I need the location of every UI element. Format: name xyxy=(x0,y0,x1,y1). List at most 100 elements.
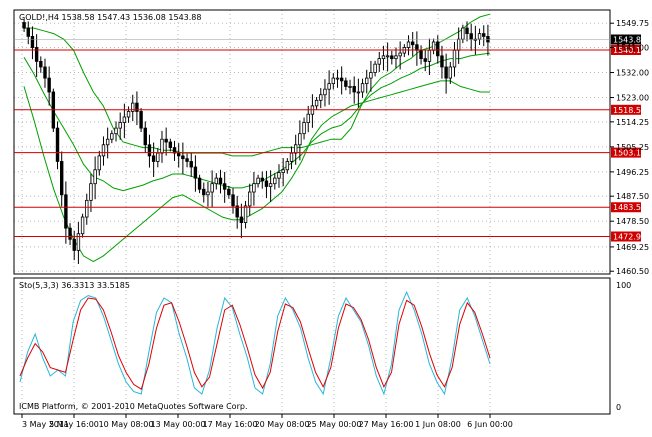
level-label: 1483.52 xyxy=(613,203,646,212)
candle-body xyxy=(339,77,344,82)
bollinger-lower xyxy=(23,80,490,263)
candle-body xyxy=(193,166,198,179)
candle-body xyxy=(105,138,110,146)
level-label-bg xyxy=(611,44,641,55)
candle-body xyxy=(423,58,427,62)
candle-body xyxy=(206,191,210,196)
candle-body xyxy=(436,41,440,57)
candle-body xyxy=(210,183,214,193)
candle-body xyxy=(89,183,93,201)
price-tick-label: 1514.25 xyxy=(616,118,649,127)
candle-body xyxy=(431,41,436,51)
candle-body xyxy=(235,205,239,218)
candle-body xyxy=(440,55,444,68)
price-tick-label: 1478.50 xyxy=(616,217,649,226)
candle-body xyxy=(273,177,277,185)
candles xyxy=(22,19,490,264)
candle-body xyxy=(59,161,64,196)
candle-body xyxy=(156,152,160,162)
candle-body xyxy=(64,194,68,229)
candle-body xyxy=(118,122,122,129)
candle-body xyxy=(482,33,486,37)
time-tick-label: 17 May 16:00 xyxy=(203,420,258,429)
candle-body xyxy=(335,77,340,80)
candle-body xyxy=(352,86,356,93)
candle-body xyxy=(419,49,423,60)
price-tick-label: 1541.00 xyxy=(616,44,649,53)
time-tick-label: 1 Jun 08:00 xyxy=(415,420,461,429)
level-label-bg xyxy=(611,104,641,115)
current-price-label: 1543.88 xyxy=(613,36,646,45)
candle-body xyxy=(143,127,147,146)
candle-body xyxy=(26,27,30,37)
candle-body xyxy=(160,138,164,154)
candle-body xyxy=(369,72,373,79)
candle-body xyxy=(72,238,76,251)
candle-body xyxy=(285,161,290,171)
candle-body xyxy=(214,177,219,185)
time-tick-label: 6 Jun 00:00 xyxy=(467,420,513,429)
candle-body xyxy=(390,55,394,60)
price-tick-label: 1532.00 xyxy=(616,69,649,78)
candle-body xyxy=(348,86,352,88)
candle-body xyxy=(264,180,269,187)
candle-body xyxy=(181,155,185,160)
candle-body xyxy=(227,188,231,196)
candle-body xyxy=(151,155,156,162)
price-tick-label: 1487.50 xyxy=(616,192,649,201)
candle-body xyxy=(189,161,193,168)
level-label-bg xyxy=(611,147,641,158)
candle-body xyxy=(277,172,281,179)
candle-body xyxy=(486,36,490,43)
candle-body xyxy=(168,141,173,148)
candle-body xyxy=(122,116,127,123)
price-tick-label: 1496.25 xyxy=(616,168,649,177)
candle-body xyxy=(248,191,252,207)
level-label: 1503.18 xyxy=(613,149,646,158)
candle-body xyxy=(76,233,81,251)
candle-body xyxy=(97,155,102,171)
stochastic-signal-line xyxy=(19,297,491,390)
oscillator-tick-label: 100 xyxy=(616,281,631,290)
candle-body xyxy=(68,227,72,240)
candle-body xyxy=(314,99,319,107)
candle-body xyxy=(43,66,47,79)
price-tick-label: 1460.50 xyxy=(616,267,649,276)
candle-body xyxy=(415,44,419,51)
current-price-marker: 1543.88 xyxy=(14,34,646,45)
candle-body xyxy=(373,63,377,73)
candle-body xyxy=(172,147,177,154)
candle-body xyxy=(256,177,260,185)
oscillator-panel-frame xyxy=(13,277,611,415)
candle-body xyxy=(469,33,473,40)
candle-body xyxy=(344,80,348,87)
candle-body xyxy=(202,188,206,196)
candle-body xyxy=(85,199,89,218)
candle-body xyxy=(176,152,181,157)
candle-body xyxy=(22,22,26,29)
candle-body xyxy=(306,113,310,123)
candle-body xyxy=(365,77,369,85)
candle-body xyxy=(319,94,323,101)
candle-body xyxy=(327,83,331,90)
candle-body xyxy=(139,111,143,129)
time-tick-label: 13 May 00:00 xyxy=(151,420,206,429)
candle-body xyxy=(239,216,244,223)
current-price-bg xyxy=(611,34,641,45)
time-tick-label: 3 May 2011 xyxy=(22,420,69,429)
price-tick-label: 1523.00 xyxy=(616,94,649,103)
bollinger-upper xyxy=(24,13,491,157)
level-label: 1540.11 xyxy=(613,46,646,55)
copyright-text: ICMB Platform, © 2001-2010 MetaQuotes So… xyxy=(19,402,248,411)
price-tick-label: 1505.25 xyxy=(616,143,649,152)
candle-body xyxy=(101,144,106,157)
candle-body xyxy=(456,38,461,51)
candle-body xyxy=(135,102,139,112)
time-tick-label: 25 May 00:00 xyxy=(307,420,362,429)
candle-body xyxy=(448,66,453,79)
candle-body xyxy=(185,158,189,162)
candle-body xyxy=(298,133,302,146)
candle-body xyxy=(465,27,469,35)
